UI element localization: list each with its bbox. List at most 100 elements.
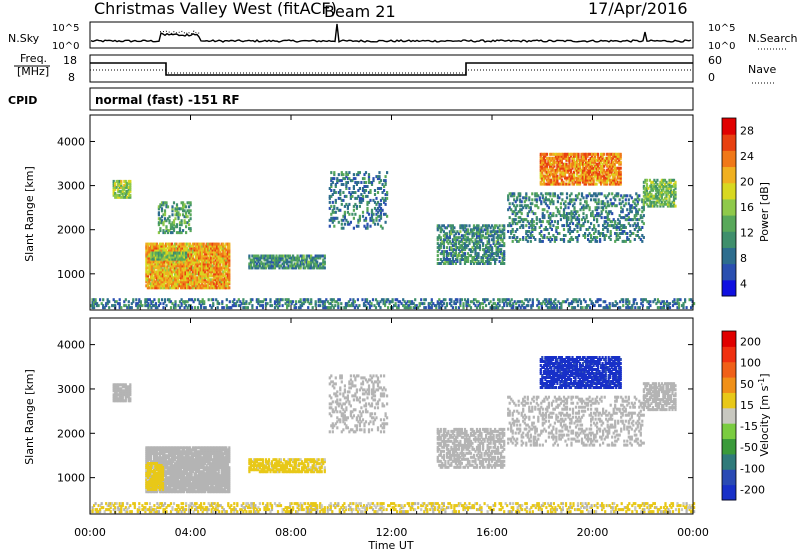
heatmap-cell [186, 278, 189, 282]
heatmap-cell [155, 284, 158, 288]
heatmap-cell [190, 262, 193, 266]
noise-left-tick-bottom: 10^0 [52, 41, 79, 52]
heatmap-cell [217, 280, 220, 284]
heatmap-cell [151, 284, 154, 288]
heatmap-cell [193, 252, 196, 256]
heatmap-cell [183, 253, 186, 257]
heatmap-cell [151, 244, 154, 248]
heatmap-cell [129, 179, 132, 183]
heatmap-cell [593, 224, 596, 228]
heatmap-cell [445, 246, 448, 250]
heatmap-cell [160, 253, 164, 257]
heatmap-cell [155, 246, 158, 250]
heatmap-cell [160, 242, 163, 246]
heatmap-cell [195, 258, 198, 262]
heatmap-cell [178, 253, 182, 257]
heatmap-cell [196, 270, 199, 274]
heatmap-cell [162, 251, 165, 255]
heatmap-cell [330, 171, 333, 175]
heatmap-cell [198, 274, 201, 278]
heatmap-cell [255, 256, 258, 260]
heatmap-cell [204, 276, 207, 280]
heatmap-cell [228, 250, 231, 254]
heatmap-cell [571, 238, 575, 241]
heatmap-cell [217, 256, 220, 260]
heatmap-cell [220, 252, 223, 256]
heatmap-cell [120, 179, 123, 183]
heatmap-cell [261, 266, 265, 270]
heatmap-cell [279, 254, 283, 258]
heatmap-cell [222, 260, 225, 264]
heatmap-cell [190, 260, 193, 264]
heatmap-cell [172, 244, 175, 248]
heatmap-cell [348, 202, 351, 206]
heatmap-cell [189, 256, 192, 260]
heatmap-cell [146, 274, 149, 278]
heatmap-cell [207, 284, 210, 288]
heatmap-cell [189, 254, 192, 258]
heatmap-cell [526, 239, 529, 243]
heatmap-cell [118, 302, 121, 306]
heatmap-cell [208, 264, 211, 268]
heatmap-cell [175, 203, 179, 207]
heatmap-cell [634, 298, 637, 302]
heatmap-cell [177, 251, 180, 255]
heatmap-cell [339, 189, 342, 192]
heatmap-cell [216, 244, 219, 248]
heatmap-cell [213, 262, 216, 266]
heatmap-cell [222, 248, 225, 252]
heatmap-cell [226, 278, 229, 282]
heatmap-cell [169, 264, 172, 268]
heatmap-cell [216, 266, 219, 270]
heatmap-cell [307, 306, 310, 310]
heatmap-cell [172, 246, 175, 250]
heatmap-cell [219, 276, 222, 280]
heatmap-cell [152, 286, 155, 290]
heatmap-cell [653, 298, 656, 302]
heatmap-cell [495, 258, 498, 261]
heatmap-cell [195, 246, 198, 250]
heatmap-cell [207, 266, 210, 270]
heatmap-cell [135, 298, 138, 302]
heatmap-cell [216, 242, 219, 246]
heatmap-cell [157, 282, 160, 286]
heatmap-cell [269, 264, 272, 268]
heatmap-cell [466, 228, 470, 232]
heatmap-cell [184, 262, 187, 266]
heatmap-cell [208, 246, 211, 250]
heatmap-cell [626, 194, 629, 198]
heatmap-cell [597, 206, 600, 210]
heatmap-cell [216, 248, 219, 252]
heatmap-cell [160, 286, 163, 290]
heatmap-cell [439, 236, 442, 240]
heatmap-cell [217, 266, 220, 270]
heatmap-cell [213, 276, 216, 280]
heatmap-cell [187, 256, 190, 260]
heatmap-cell [580, 192, 584, 196]
heatmap-cell [207, 274, 210, 278]
heatmap-cell [163, 246, 166, 250]
heatmap-cell [552, 212, 555, 216]
heatmap-cell [210, 260, 213, 264]
heatmap-cell [176, 246, 180, 250]
heatmap-cell [160, 282, 163, 286]
heatmap-cell [179, 246, 183, 250]
heatmap-cell [225, 242, 228, 246]
heatmap-cell [176, 280, 180, 284]
heatmap-cell [145, 254, 148, 258]
heatmap-cell [214, 246, 217, 250]
heatmap-cell [187, 286, 190, 290]
heatmap-cell [203, 300, 206, 304]
heatmap-cell [176, 276, 180, 280]
heatmap-cell [154, 286, 157, 290]
heatmap-cell [190, 278, 193, 282]
heatmap-cell [387, 306, 390, 310]
heatmap-cell [157, 264, 160, 268]
heatmap-cell [214, 258, 217, 262]
heatmap-cell [379, 179, 383, 183]
heatmap-cell [190, 264, 193, 268]
heatmap-cell [176, 270, 180, 274]
heatmap-cell [348, 187, 351, 190]
heatmap-cell [183, 274, 186, 278]
heatmap-cell [210, 286, 213, 290]
